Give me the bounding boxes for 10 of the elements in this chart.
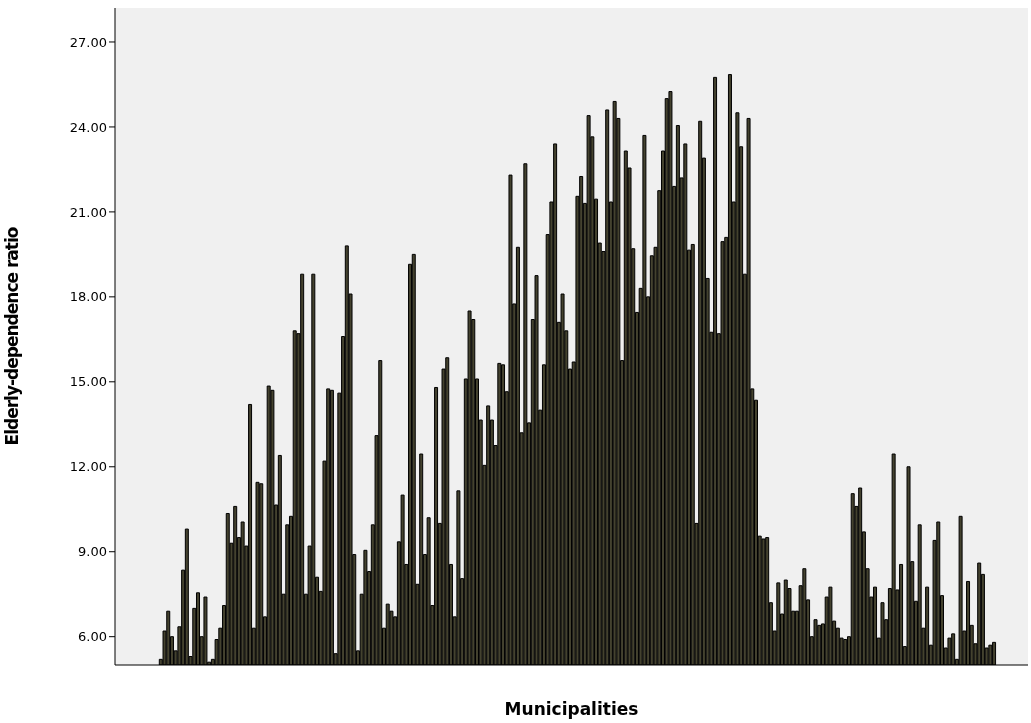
y-tick-label: 15.00 <box>69 374 107 390</box>
y-tick-label: 6.00 <box>78 629 107 645</box>
y-tick-label: 9.00 <box>78 544 107 560</box>
y-tick-label: 12.00 <box>69 459 107 475</box>
y-tick-label: 18.00 <box>69 289 107 305</box>
y-tick-label: 21.00 <box>69 204 107 220</box>
x-axis-title: Municipalities <box>504 699 639 719</box>
y-tick-label: 27.00 <box>69 34 107 50</box>
y-tick-label: 24.00 <box>69 119 107 135</box>
y-axis-title: Elderly-dependence ratio <box>2 227 23 446</box>
